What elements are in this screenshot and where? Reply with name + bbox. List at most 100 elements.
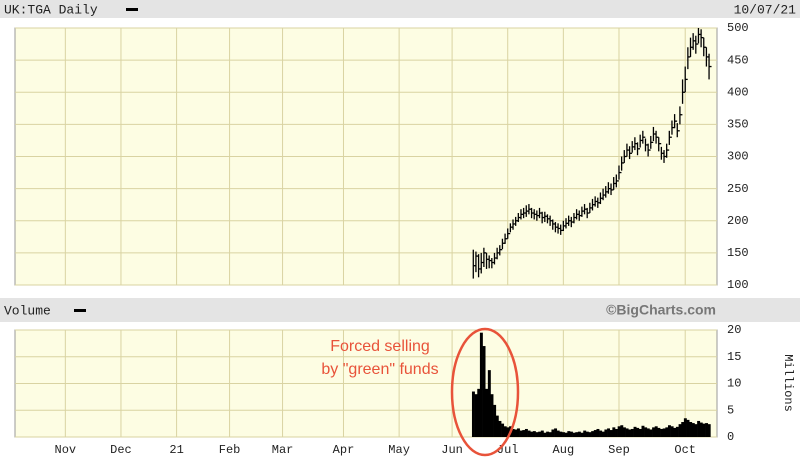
x-tick-label: Mar: [272, 443, 294, 457]
volume-bar: [683, 418, 687, 437]
volume-bar: [495, 415, 499, 437]
volume-bar: [503, 426, 507, 437]
volume-bar: [641, 425, 645, 437]
volume-bar: [681, 422, 685, 437]
volume-bar: [572, 432, 576, 437]
y-tick-label: 450: [727, 53, 749, 67]
volume-bar: [609, 430, 613, 437]
volume-bar: [638, 428, 642, 437]
volume-bar: [485, 388, 489, 437]
volume-bar: [707, 424, 711, 437]
volume-bar: [678, 424, 682, 437]
volume-bar: [490, 394, 494, 437]
volume-bar: [501, 423, 505, 437]
volume-bar: [511, 428, 515, 437]
volume-bar: [591, 431, 595, 437]
y-tick-label: 500: [727, 21, 749, 35]
volume-bar: [665, 427, 669, 437]
volume-bar: [622, 427, 626, 437]
volume-bar: [479, 332, 483, 437]
legend-swatch: [74, 309, 86, 312]
volume-bar: [686, 419, 690, 437]
annotation: by "green" funds: [321, 361, 438, 378]
volume-bar: [546, 431, 550, 437]
volume-strip: [0, 298, 800, 322]
volume-bar: [662, 428, 666, 437]
volume-bar: [689, 422, 693, 437]
volume-bar: [636, 427, 640, 437]
volume-bar: [620, 425, 624, 437]
y-tick-label: 5: [727, 403, 734, 417]
volume-bar: [498, 420, 502, 437]
x-tick-label: Aug: [553, 443, 575, 457]
volume-bar: [617, 426, 621, 437]
volume-bar: [633, 426, 637, 437]
x-tick-label: Jul: [497, 443, 519, 457]
y-tick-label: 150: [727, 246, 749, 260]
source: ©BigCharts.com: [606, 302, 716, 318]
volume-bar: [628, 429, 632, 437]
y-tick-label: 200: [727, 214, 749, 228]
y-tick-label: 20: [727, 323, 741, 337]
legend-swatch: [126, 8, 138, 11]
volume-bar: [694, 424, 698, 437]
volume-bar: [551, 429, 555, 437]
volume-bar: [599, 430, 603, 437]
volume-bar: [530, 431, 534, 437]
volume-bar: [569, 431, 573, 437]
volume-bar: [657, 427, 661, 437]
y-tick-label: 0: [727, 430, 734, 444]
volume-bar: [524, 428, 528, 437]
x-tick-label: Oct: [674, 443, 696, 457]
chart-title: UK:TGA Daily: [4, 2, 98, 17]
volume-bar: [556, 430, 560, 437]
volume-title: Volume: [4, 303, 51, 318]
volume-bar: [697, 420, 701, 437]
x-tick-label: Dec: [110, 443, 132, 457]
volume-bar: [575, 432, 579, 437]
volume-bar: [477, 388, 481, 437]
volume-bar: [615, 428, 618, 437]
volume-bar: [506, 427, 510, 437]
volume-bar: [580, 432, 584, 437]
volume-bar: [559, 431, 563, 437]
y-tick-label: 15: [727, 350, 741, 364]
volume-bar: [493, 404, 497, 437]
y-tick-label: 400: [727, 85, 749, 99]
volume-bar: [604, 429, 608, 437]
volume-bar: [649, 429, 653, 437]
y-tick-label: 10: [727, 377, 741, 391]
y-tick-label: 100: [727, 278, 749, 292]
volume-bar: [630, 428, 634, 437]
volume-bar: [562, 432, 565, 437]
volume-bar: [527, 430, 531, 437]
volume-bar: [564, 432, 568, 437]
volume-bar: [646, 428, 650, 437]
volume-bar: [670, 426, 674, 437]
volume-bar: [675, 426, 679, 437]
header-strip: [0, 0, 800, 18]
y-axis-label: Millions: [781, 354, 795, 412]
volume-bar: [554, 428, 558, 437]
volume-bar: [673, 427, 677, 437]
y-tick-label: 250: [727, 182, 749, 196]
volume-bar: [482, 346, 486, 437]
volume-bar: [540, 430, 544, 437]
date: 10/07/21: [734, 2, 797, 17]
volume-bar: [474, 394, 478, 437]
volume-bar: [471, 391, 475, 437]
annotation: Forced selling: [330, 338, 430, 355]
x-tick-label: Jun: [441, 443, 463, 457]
volume-bar: [585, 431, 589, 437]
volume-bar: [607, 428, 611, 437]
x-tick-label: Sep: [608, 443, 630, 457]
x-tick-label: 21: [169, 443, 183, 457]
volume-bar: [588, 432, 592, 437]
x-tick-label: May: [388, 443, 410, 457]
volume-bar: [516, 428, 520, 437]
volume-bar: [543, 432, 547, 437]
volume-bar: [660, 428, 663, 437]
volume-bar: [702, 423, 706, 437]
volume-bar: [535, 432, 539, 437]
